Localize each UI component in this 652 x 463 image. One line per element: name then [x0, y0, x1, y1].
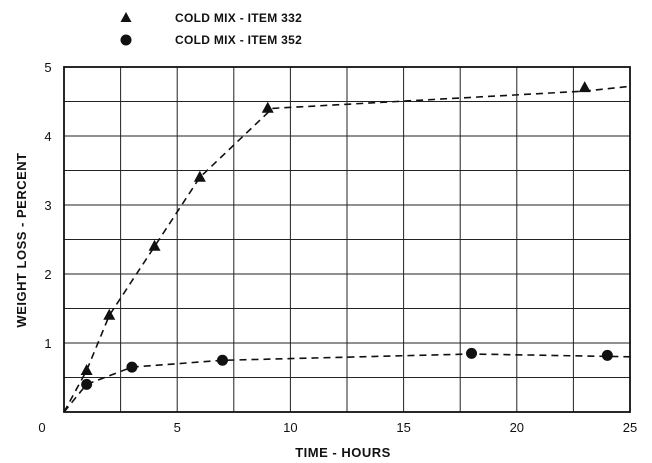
data-point-item-332	[578, 81, 591, 93]
legend-label-item-352: COLD MIX - ITEM 352	[175, 33, 302, 47]
data-point-item-352	[126, 361, 138, 373]
x-tick-label: 25	[623, 420, 637, 435]
legend-label-item-332: COLD MIX - ITEM 332	[175, 11, 302, 25]
data-point-item-352	[466, 347, 478, 359]
y-axis-title: WEIGHT LOSS - PERCENT	[14, 152, 29, 327]
data-point-item-332	[261, 101, 274, 113]
data-point-item-332	[193, 170, 206, 182]
grid	[63, 66, 631, 413]
legend-item-item-352: COLD MIX - ITEM 352	[120, 33, 302, 47]
data-point-item-352	[216, 354, 228, 366]
data-point-item-352	[81, 378, 93, 390]
legend-circle-marker	[120, 34, 132, 46]
x-tick-label: 0	[38, 420, 45, 435]
data-point-item-332	[80, 364, 93, 375]
y-axis-ticks: 1 2 3 4 5	[44, 60, 51, 351]
x-axis-ticks: 0 5 10 15 20 25	[38, 420, 637, 435]
x-tick-label: 10	[283, 420, 297, 435]
legend: COLD MIX - ITEM 332 COLD MIX - ITEM 352	[120, 11, 302, 47]
y-tick-label: 1	[44, 336, 51, 351]
y-tick-label: 4	[44, 129, 51, 144]
legend-item-item-332: COLD MIX - ITEM 332	[120, 11, 302, 25]
series-line-item-352	[63, 353, 631, 413]
data-point-item-352	[601, 349, 613, 361]
y-tick-label: 2	[44, 267, 51, 282]
x-tick-label: 20	[510, 420, 524, 435]
series-line-item-332	[63, 85, 631, 413]
x-axis-title: TIME - HOURS	[295, 445, 391, 460]
series-markers	[80, 81, 613, 390]
legend-triangle-marker	[120, 12, 132, 22]
data-point-item-332	[148, 239, 161, 251]
x-tick-label: 15	[396, 420, 410, 435]
x-tick-label: 5	[174, 420, 181, 435]
y-tick-label: 3	[44, 198, 51, 213]
data-point-item-332	[103, 308, 116, 320]
plot-frame	[63, 66, 631, 413]
y-tick-label: 5	[44, 60, 51, 75]
series-curves	[63, 85, 631, 413]
